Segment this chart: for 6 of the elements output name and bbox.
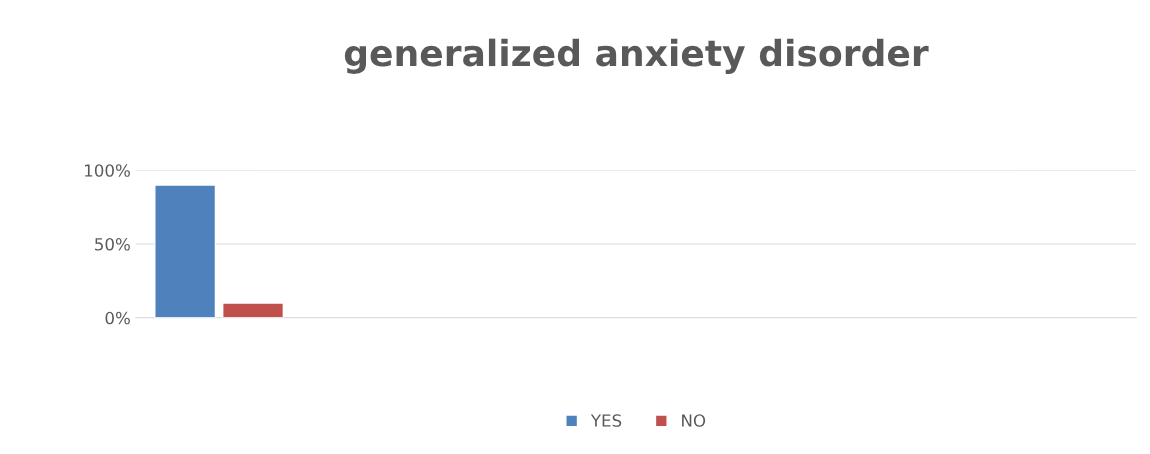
y-tick-label: 100% [85, 164, 130, 177]
y-tick-label: 0% [105, 311, 130, 325]
chart-title: generalized anxiety disorder [344, 38, 929, 74]
legend-label: YES [590, 414, 622, 427]
legend-label: NO [682, 414, 706, 427]
y-tick-label: 50% [95, 237, 130, 251]
